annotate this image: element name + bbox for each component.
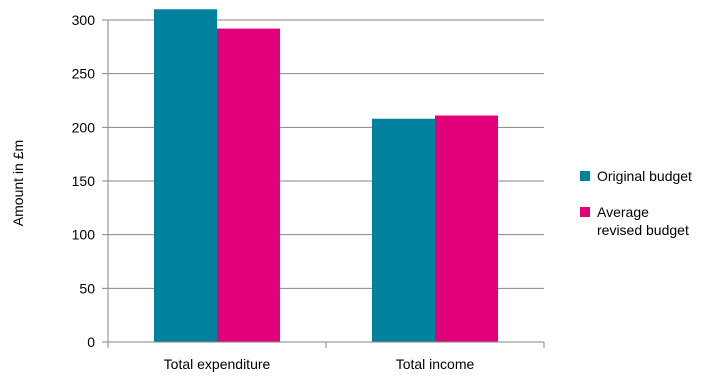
y-axis-ticks: 0 50 100 150 200 250 300 xyxy=(72,12,108,350)
y-tick-label: 250 xyxy=(72,66,96,82)
bar-average-revised-budget-total-expenditure xyxy=(217,28,280,342)
legend-swatch xyxy=(580,171,590,181)
legend-label-line: revised budget xyxy=(597,222,689,238)
y-tick-label: 50 xyxy=(79,280,95,296)
legend-label-line: Original budget xyxy=(597,168,692,184)
bars xyxy=(154,9,498,343)
legend-label-line: Average xyxy=(597,204,649,220)
y-axis-title: Amount in £m xyxy=(10,140,26,226)
legend: Original budget Average revised budget xyxy=(580,168,692,238)
y-tick-label: 200 xyxy=(72,119,96,135)
y-tick-label: 100 xyxy=(72,227,96,243)
bar-average-revised-budget-total-income xyxy=(435,115,498,342)
legend-label: Average revised budget xyxy=(597,204,689,238)
y-tick-label: 0 xyxy=(87,334,95,350)
legend-label: Original budget xyxy=(597,168,692,184)
x-tick-label: Total income xyxy=(396,356,475,372)
y-tick-label: 150 xyxy=(72,173,96,189)
x-axis-tick-labels: Total expenditure Total income xyxy=(164,356,475,372)
bar-original-budget-total-income xyxy=(372,118,435,342)
x-tick-label: Total expenditure xyxy=(164,356,271,372)
y-tick-label: 300 xyxy=(72,12,96,28)
bar-original-budget-total-expenditure xyxy=(154,9,217,343)
legend-swatch xyxy=(580,207,590,217)
axes xyxy=(107,20,545,348)
